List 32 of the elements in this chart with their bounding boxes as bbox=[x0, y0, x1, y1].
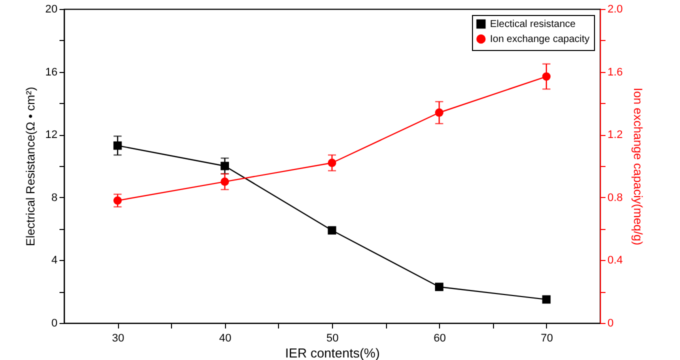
point bbox=[435, 108, 444, 117]
point bbox=[220, 178, 229, 186]
point bbox=[435, 282, 444, 292]
y2-tick-label: 1.6 bbox=[608, 66, 623, 78]
y-tick-label: 4 bbox=[51, 254, 58, 267]
y-tick-label: 8 bbox=[51, 192, 58, 204]
y2-tick-label: 0 bbox=[608, 318, 614, 330]
y-tick-label: 20 bbox=[45, 4, 58, 16]
y2-tick-label: 2.0 bbox=[608, 4, 623, 16]
point bbox=[542, 295, 551, 304]
point bbox=[328, 158, 336, 168]
y-tick-label: 16 bbox=[45, 66, 58, 78]
point bbox=[220, 162, 229, 170]
x-tick-label: 40 bbox=[219, 332, 232, 344]
y-axis-title: Electrical Resistance(Ω • cm²) bbox=[23, 86, 38, 246]
x-tick-label: 70 bbox=[540, 332, 554, 344]
point bbox=[113, 196, 122, 205]
y2-tick-label: 0.8 bbox=[608, 192, 623, 204]
point bbox=[328, 226, 336, 235]
point bbox=[542, 72, 551, 81]
y2-tick-label: 0.4 bbox=[608, 254, 623, 267]
y-tick-label: 12 bbox=[45, 129, 58, 142]
y2-axis-title: Ion exchange capaciy(meq/g) bbox=[630, 88, 645, 246]
y2-tick-label: 1.2 bbox=[608, 129, 623, 142]
legend-label: Electical resistance bbox=[490, 19, 576, 30]
x-tick-label: 60 bbox=[434, 332, 446, 344]
y-tick-label: 0 bbox=[51, 318, 58, 330]
x-tick-label: 50 bbox=[326, 332, 339, 344]
x-axis-title: IER contents(%) bbox=[285, 346, 380, 360]
x-tick-label: 30 bbox=[112, 332, 124, 344]
legend-label: Ion exchange capacity bbox=[490, 34, 590, 45]
point bbox=[113, 141, 122, 150]
